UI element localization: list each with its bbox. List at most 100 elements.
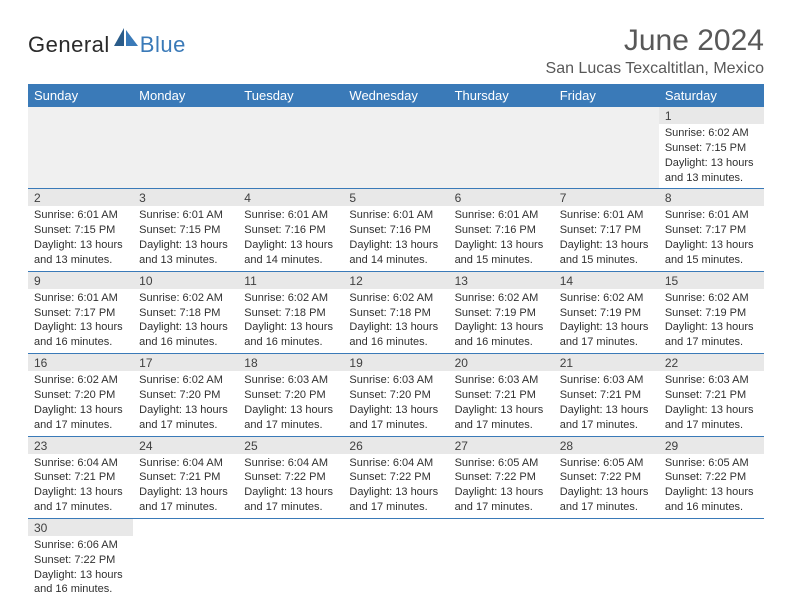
sunset-text: Sunset: 7:19 PM (665, 306, 758, 321)
sunset-text: Sunset: 7:20 PM (349, 388, 442, 403)
day-details: Sunrise: 6:01 AMSunset: 7:17 PMDaylight:… (554, 206, 659, 270)
day-number: 18 (238, 354, 343, 371)
sunrise-text: Sunrise: 6:01 AM (665, 208, 758, 223)
sunset-text: Sunset: 7:17 PM (560, 223, 653, 238)
calendar-table: Sunday Monday Tuesday Wednesday Thursday… (28, 84, 764, 600)
calendar-page: General Blue June 2024 San Lucas Texcalt… (0, 0, 792, 600)
calendar-week-row: 16Sunrise: 6:02 AMSunset: 7:20 PMDayligh… (28, 354, 764, 436)
day-number: 20 (449, 354, 554, 371)
day-number: 6 (449, 189, 554, 206)
daylight-text: Daylight: 13 hours and 14 minutes. (349, 238, 442, 268)
day-details: Sunrise: 6:01 AMSunset: 7:15 PMDaylight:… (28, 206, 133, 270)
calendar-week-row: 23Sunrise: 6:04 AMSunset: 7:21 PMDayligh… (28, 436, 764, 518)
sunrise-text: Sunrise: 6:03 AM (665, 373, 758, 388)
sunrise-text: Sunrise: 6:01 AM (34, 291, 127, 306)
calendar-cell (659, 518, 764, 600)
daylight-text: Daylight: 13 hours and 13 minutes. (665, 156, 758, 186)
sunset-text: Sunset: 7:21 PM (560, 388, 653, 403)
day-details: Sunrise: 6:02 AMSunset: 7:19 PMDaylight:… (659, 289, 764, 353)
sunrise-text: Sunrise: 6:01 AM (139, 208, 232, 223)
calendar-cell: 14Sunrise: 6:02 AMSunset: 7:19 PMDayligh… (554, 271, 659, 353)
day-details: Sunrise: 6:01 AMSunset: 7:16 PMDaylight:… (238, 206, 343, 270)
sunset-text: Sunset: 7:21 PM (34, 470, 127, 485)
day-details: Sunrise: 6:01 AMSunset: 7:17 PMDaylight:… (659, 206, 764, 270)
calendar-cell: 7Sunrise: 6:01 AMSunset: 7:17 PMDaylight… (554, 189, 659, 271)
day-details: Sunrise: 6:01 AMSunset: 7:15 PMDaylight:… (133, 206, 238, 270)
day-number: 21 (554, 354, 659, 371)
sunset-text: Sunset: 7:19 PM (455, 306, 548, 321)
calendar-cell (238, 518, 343, 600)
day-number: 2 (28, 189, 133, 206)
daylight-text: Daylight: 13 hours and 16 minutes. (349, 320, 442, 350)
day-details: Sunrise: 6:01 AMSunset: 7:17 PMDaylight:… (28, 289, 133, 353)
sunset-text: Sunset: 7:22 PM (560, 470, 653, 485)
sunrise-text: Sunrise: 6:02 AM (349, 291, 442, 306)
day-number: 30 (28, 519, 133, 536)
day-number: 19 (343, 354, 448, 371)
calendar-cell: 28Sunrise: 6:05 AMSunset: 7:22 PMDayligh… (554, 436, 659, 518)
calendar-cell (449, 518, 554, 600)
day-number: 13 (449, 272, 554, 289)
daylight-text: Daylight: 13 hours and 16 minutes. (34, 320, 127, 350)
calendar-cell: 23Sunrise: 6:04 AMSunset: 7:21 PMDayligh… (28, 436, 133, 518)
sunset-text: Sunset: 7:18 PM (244, 306, 337, 321)
calendar-body: 1Sunrise: 6:02 AMSunset: 7:15 PMDaylight… (28, 107, 764, 600)
calendar-cell: 6Sunrise: 6:01 AMSunset: 7:16 PMDaylight… (449, 189, 554, 271)
calendar-cell: 3Sunrise: 6:01 AMSunset: 7:15 PMDaylight… (133, 189, 238, 271)
brand-logo: General Blue (28, 28, 186, 61)
day-number: 24 (133, 437, 238, 454)
day-number: 27 (449, 437, 554, 454)
calendar-header-row: Sunday Monday Tuesday Wednesday Thursday… (28, 84, 764, 107)
daylight-text: Daylight: 13 hours and 16 minutes. (34, 568, 127, 598)
day-number: 25 (238, 437, 343, 454)
sunset-text: Sunset: 7:20 PM (34, 388, 127, 403)
sunrise-text: Sunrise: 6:01 AM (560, 208, 653, 223)
day-number: 12 (343, 272, 448, 289)
day-number: 7 (554, 189, 659, 206)
day-details: Sunrise: 6:01 AMSunset: 7:16 PMDaylight:… (343, 206, 448, 270)
day-header: Thursday (449, 84, 554, 107)
sunset-text: Sunset: 7:18 PM (349, 306, 442, 321)
daylight-text: Daylight: 13 hours and 17 minutes. (455, 485, 548, 515)
daylight-text: Daylight: 13 hours and 16 minutes. (139, 320, 232, 350)
calendar-cell: 8Sunrise: 6:01 AMSunset: 7:17 PMDaylight… (659, 189, 764, 271)
daylight-text: Daylight: 13 hours and 17 minutes. (244, 485, 337, 515)
brand-main: General (28, 32, 110, 58)
daylight-text: Daylight: 13 hours and 16 minutes. (665, 485, 758, 515)
sunrise-text: Sunrise: 6:01 AM (244, 208, 337, 223)
calendar-cell: 1 Sunrise: 6:02 AMSunset: 7:15 PMDaylight… (659, 107, 764, 189)
location-label: San Lucas Texcaltitlan, Mexico (546, 60, 764, 78)
day-details: Sunrise: 6:02 AMSunset: 7:18 PMDaylight:… (343, 289, 448, 353)
day-details: Sunrise: 6:03 AMSunset: 7:21 PMDaylight:… (449, 371, 554, 435)
sunrise-text: Sunrise: 6:04 AM (244, 456, 337, 471)
calendar-cell: 4Sunrise: 6:01 AMSunset: 7:16 PMDaylight… (238, 189, 343, 271)
month-title: June 2024 (546, 24, 764, 58)
sunset-text: Sunset: 7:21 PM (139, 470, 232, 485)
day-number: 26 (343, 437, 448, 454)
daylight-text: Daylight: 13 hours and 17 minutes. (34, 485, 127, 515)
sunset-text: Sunset: 7:22 PM (455, 470, 548, 485)
sunset-text: Sunset: 7:17 PM (665, 223, 758, 238)
calendar-cell: 9Sunrise: 6:01 AMSunset: 7:17 PMDaylight… (28, 271, 133, 353)
calendar-cell: 27Sunrise: 6:05 AMSunset: 7:22 PMDayligh… (449, 436, 554, 518)
day-details: Sunrise: 6:04 AMSunset: 7:21 PMDaylight:… (133, 454, 238, 518)
sunset-text: Sunset: 7:22 PM (34, 553, 127, 568)
brand-sub: Blue (140, 32, 186, 58)
sunrise-text: Sunrise: 6:01 AM (455, 208, 548, 223)
day-details: Sunrise: 6:03 AMSunset: 7:20 PMDaylight:… (238, 371, 343, 435)
daylight-text: Daylight: 13 hours and 15 minutes. (665, 238, 758, 268)
day-number: 16 (28, 354, 133, 371)
daylight-text: Daylight: 13 hours and 17 minutes. (455, 403, 548, 433)
day-details: Sunrise: 6:02 AMSunset: 7:19 PMDaylight:… (554, 289, 659, 353)
day-number: 14 (554, 272, 659, 289)
sunset-text: Sunset: 7:22 PM (244, 470, 337, 485)
day-number: 22 (659, 354, 764, 371)
day-details: Sunrise: 6:01 AMSunset: 7:16 PMDaylight:… (449, 206, 554, 270)
day-number: 28 (554, 437, 659, 454)
day-number: 1 (659, 107, 764, 124)
calendar-cell: 19Sunrise: 6:03 AMSunset: 7:20 PMDayligh… (343, 354, 448, 436)
sunrise-text: Sunrise: 6:02 AM (665, 291, 758, 306)
sunrise-text: Sunrise: 6:02 AM (665, 126, 758, 141)
sunset-text: Sunset: 7:15 PM (665, 141, 758, 156)
day-details: Sunrise: 6:04 AMSunset: 7:22 PMDaylight:… (343, 454, 448, 518)
